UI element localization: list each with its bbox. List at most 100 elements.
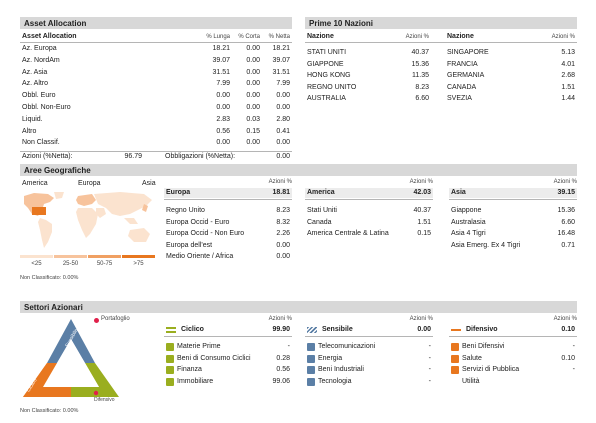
settori-sector-header: Difensivo 0.10 [449,325,577,335]
aree-row-label: Canada [307,218,332,226]
settori-row-value: 0.28 [276,354,290,362]
aree-region-row: Europa dell'est 0.00 [164,241,292,251]
settori-row-label: Beni Difensivi [462,343,505,350]
asset-row: Obbl. Euro 0.00 0.00 0.00 [20,91,292,101]
map-africa [76,208,98,238]
computer-icon [307,377,315,386]
aree-region-row: Europa Occid - Non Euro 2.26 [164,229,292,239]
asset-allocation-column-headers: Asset Allocation % Lunga % Corta % Netta [20,32,292,42]
settori-row-label: Salute [462,354,482,362]
settori-sector-name: Difensivo [466,326,498,333]
nazione-value: 5.13 [561,49,575,56]
asset-row-netta: 0.00 [276,92,290,100]
asset-row-corta: 0.00 [246,104,260,111]
map-south-america [38,218,52,248]
prime-10-nazioni-header: Prime 10 Nazioni [305,17,577,29]
settori-row-label: Materie Prime [177,343,221,350]
nazione-value: 8.23 [415,83,429,91]
nazione-value: 40.37 [411,49,429,56]
aree-region-row: Asia 4 Tigri 16.48 [449,229,577,239]
settori-row-value: - [428,377,431,385]
settori-sector-row: Utilità [449,377,577,387]
settori-row-label: Finanza [177,366,202,373]
legend-swatch [20,255,53,258]
settori-row-label: Energia [318,354,343,362]
asset-row-netta: 31.51 [272,68,290,76]
nazione-name: GERMANIA [447,72,485,79]
triangle-sensibile [47,319,95,363]
aree-row-label: Australasia [451,218,486,226]
nazione-name: AUSTRALIA [307,95,346,102]
asset-row-netta: 0.41 [276,127,290,135]
map-label-america: America [22,180,48,187]
aree-row-value: 0.00 [276,241,290,249]
nazione-value: 15.36 [411,60,429,68]
settori-sector-row: Salute 0.10 [449,354,577,364]
asset-row-label: Az. NordAm [22,56,60,64]
gear-icon [307,366,315,374]
asset-row-corta: 0.00 [246,80,260,88]
settori-sector-rule [305,336,433,337]
aree-row-label: Medio Oriente / Africa [166,253,234,260]
asset-allocation-title: Asset Allocation [24,19,87,28]
settori-row-value: - [428,366,431,373]
aree-region-row: Canada 1.51 [305,218,433,228]
asset-row-corta: 0.00 [246,92,260,100]
aree-non-classificato: Non Classificato: 0.00% [20,275,79,281]
settori-row-value: - [428,343,431,350]
aree-region-row: Europa Occid - Euro 8.32 [164,218,292,228]
asset-row-lunga: 31.51 [212,68,230,76]
aree-region-rule [164,199,292,200]
settori-row-value: 0.56 [276,366,290,373]
asset-row-corta: 0.00 [246,45,260,52]
nazione-name: STATI UNITI [307,49,347,56]
settori-sector-row: Tecnologia - [305,377,433,387]
legend-label: 50-75 [96,261,113,267]
col-nazione-left: Nazione [307,33,334,40]
nazione-name: HONG KONG [307,72,351,79]
asset-row-netta: 0.00 [276,104,290,111]
cyclical-icon [166,327,176,333]
aree-col-header: Azioni % [268,179,292,185]
legend-swatch [122,255,155,258]
aree-region-row: Giappone 15.36 [449,206,577,216]
settori-sector-row: Telecomunicazioni - [305,342,433,352]
aree-region-name: Europa [166,189,191,196]
obbligazioni-netta-label: Obbligazioni (%Netta): [165,153,236,160]
aree-row-value: 2.26 [276,230,290,237]
map-australia [128,228,150,242]
triangle-difensivo-band [71,363,119,397]
legend-label: >75 [133,261,144,267]
asset-row: Liquid. 2.83 0.03 2.80 [20,115,292,125]
legend-label: 25-50 [62,261,79,267]
asset-row: Az. Asia 31.51 0.00 31.51 [20,68,292,78]
prime-10-header-rule [305,42,577,43]
asset-header-rule [20,42,292,43]
aree-col-header: Azioni % [553,179,577,185]
nazione-name: REGNO UNITO [307,83,357,91]
settori-row-label: Immobiliare [177,377,214,385]
triangle-center [43,339,99,387]
aree-row-value: 15.36 [557,207,575,214]
aree-row-label: Stati Uniti [307,207,337,214]
cart-icon [166,354,174,363]
settori-azionari-title: Settori Azionari [24,303,83,312]
aree-row-label: Regno Unito [166,207,205,214]
settori-sector-row: Servizi di Pubblica - [449,365,577,375]
nazione-name: CANADA [447,83,477,91]
settori-sector-total: 0.00 [417,326,431,333]
settori-azionari-header: Settori Azionari [20,301,577,313]
aree-region-row: Medio Oriente / Africa 0.00 [164,252,292,262]
asset-row-netta: 0.00 [276,139,290,147]
settori-col-header: Azioni % [553,316,577,322]
settori-row-value: 99.06 [272,377,290,385]
prime-10-row: HONG KONG 11.35 GERMANIA 2.68 [305,71,577,81]
aree-row-value: 8.32 [276,218,290,226]
prime-10-nazioni-title: Prime 10 Nazioni [309,19,374,28]
azioni-netta-value: 96.79 [124,153,142,160]
aree-row-label: Europa dell'est [166,241,213,249]
azioni-netta-label: Azioni (%Netta): [22,153,73,160]
aree-row-value: 0.71 [561,241,575,249]
settori-col-header: Azioni % [268,316,292,322]
legend-swatch [88,255,121,258]
